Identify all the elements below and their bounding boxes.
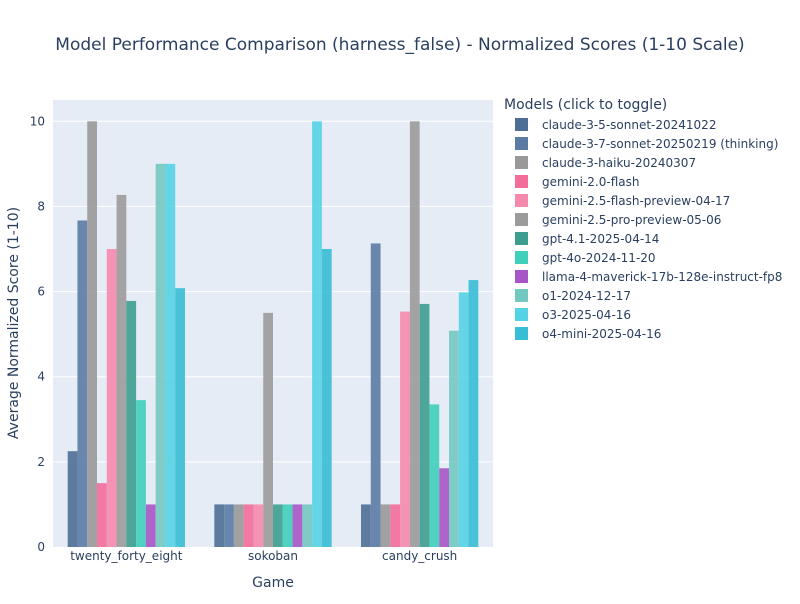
y-axis-title: Average Normalized Score (1-10) xyxy=(6,207,22,439)
legend-label: claude-3-5-sonnet-20241022 xyxy=(542,118,716,132)
bar xyxy=(243,504,254,547)
legend-label: o1-2024-12-17 xyxy=(542,289,631,303)
legend-swatch xyxy=(515,156,528,169)
legend-label: o4-mini-2025-04-16 xyxy=(542,327,661,341)
legend-swatch xyxy=(515,289,528,302)
legend-label: gpt-4.1-2025-04-14 xyxy=(542,232,659,246)
legend-label: claude-3-7-sonnet-20250219 (thinking) xyxy=(542,137,778,151)
legend-item[interactable]: o1-2024-12-17 xyxy=(515,289,631,303)
legend-item[interactable]: claude-3-5-sonnet-20241022 xyxy=(515,118,716,132)
y-tick-label: 0 xyxy=(37,540,45,554)
legend-item[interactable]: gemini-2.5-pro-preview-05-06 xyxy=(515,213,721,227)
bar xyxy=(233,504,244,547)
bars xyxy=(67,121,479,548)
bar xyxy=(292,504,303,547)
legend-label: gpt-4o-2024-11-20 xyxy=(542,251,656,265)
bar xyxy=(370,243,381,548)
legend-swatch xyxy=(515,118,528,131)
bar xyxy=(282,504,293,547)
legend-item[interactable]: llama-4-maverick-17b-128e-instruct-fp8 xyxy=(515,270,782,284)
bar xyxy=(429,404,440,547)
legend-item[interactable]: claude-3-haiku-20240307 xyxy=(515,156,696,170)
legend-swatch xyxy=(515,137,528,150)
legend-item[interactable]: gemini-2.5-flash-preview-04-17 xyxy=(515,194,730,208)
bar xyxy=(145,504,156,547)
x-tick-label: sokoban xyxy=(248,549,298,563)
legend-label: claude-3-haiku-20240307 xyxy=(542,156,696,170)
legend-swatch xyxy=(515,308,528,321)
bar xyxy=(116,194,127,548)
legend-swatch xyxy=(515,270,528,283)
bar xyxy=(165,163,176,547)
bar xyxy=(253,504,264,547)
legend-item[interactable]: o4-mini-2025-04-16 xyxy=(515,327,661,341)
bar xyxy=(155,163,166,547)
legend-label: gemini-2.5-pro-preview-05-06 xyxy=(542,213,721,227)
bar xyxy=(126,300,137,547)
bar xyxy=(380,504,391,547)
bar xyxy=(214,504,225,547)
legend: claude-3-5-sonnet-20241022 claude-3-7-son… xyxy=(515,118,782,341)
x-axis-ticks: twenty_forty_eight sokoban candy_crush xyxy=(70,549,457,563)
bar xyxy=(136,400,146,547)
legend-item[interactable]: o3-2025-04-16 xyxy=(515,308,631,322)
y-tick-label: 10 xyxy=(30,114,45,128)
legend-label: llama-4-maverick-17b-128e-instruct-fp8 xyxy=(542,270,782,284)
bar xyxy=(458,292,469,547)
bar xyxy=(390,504,401,547)
bar xyxy=(400,311,410,547)
bar xyxy=(87,121,97,548)
legend-swatch xyxy=(515,194,528,207)
x-tick-label: twenty_forty_eight xyxy=(70,549,183,563)
legend-title: Models (click to toggle) xyxy=(504,97,667,113)
bar xyxy=(77,220,88,547)
legend-swatch xyxy=(515,251,528,264)
bar xyxy=(419,303,430,547)
legend-label: gemini-2.5-flash-preview-04-17 xyxy=(542,194,730,208)
bar xyxy=(302,504,313,547)
y-tick-label: 2 xyxy=(37,455,45,469)
legend-swatch xyxy=(515,213,528,226)
bar xyxy=(361,504,371,547)
legend-label: o3-2025-04-16 xyxy=(542,308,631,322)
y-tick-label: 6 xyxy=(37,285,45,299)
y-tick-label: 4 xyxy=(37,370,45,384)
y-tick-label: 8 xyxy=(37,199,45,213)
bar xyxy=(449,330,459,547)
bar xyxy=(175,288,185,547)
bar xyxy=(409,121,420,548)
bar xyxy=(312,121,322,548)
bar xyxy=(439,468,449,547)
bar xyxy=(263,312,273,547)
bar xyxy=(97,483,107,547)
bar xyxy=(273,504,283,547)
bar xyxy=(67,451,78,547)
legend-item[interactable]: gpt-4o-2024-11-20 xyxy=(515,251,656,265)
x-tick-label: candy_crush xyxy=(382,549,457,563)
legend-swatch xyxy=(515,232,528,245)
bar xyxy=(468,280,479,547)
legend-label: gemini-2.0-flash xyxy=(542,175,639,189)
y-axis-ticks: 0 2 4 6 8 10 xyxy=(30,114,45,554)
x-axis-title: Game xyxy=(252,575,294,591)
bar xyxy=(321,249,332,547)
bar xyxy=(224,504,234,547)
bar xyxy=(106,249,117,547)
legend-swatch xyxy=(515,175,528,188)
legend-item[interactable]: gpt-4.1-2025-04-14 xyxy=(515,232,659,246)
legend-item[interactable]: claude-3-7-sonnet-20250219 (thinking) xyxy=(515,137,778,151)
legend-item[interactable]: gemini-2.0-flash xyxy=(515,175,639,189)
legend-swatch xyxy=(515,327,528,340)
chart-title: Model Performance Comparison (harness_fa… xyxy=(55,35,744,55)
